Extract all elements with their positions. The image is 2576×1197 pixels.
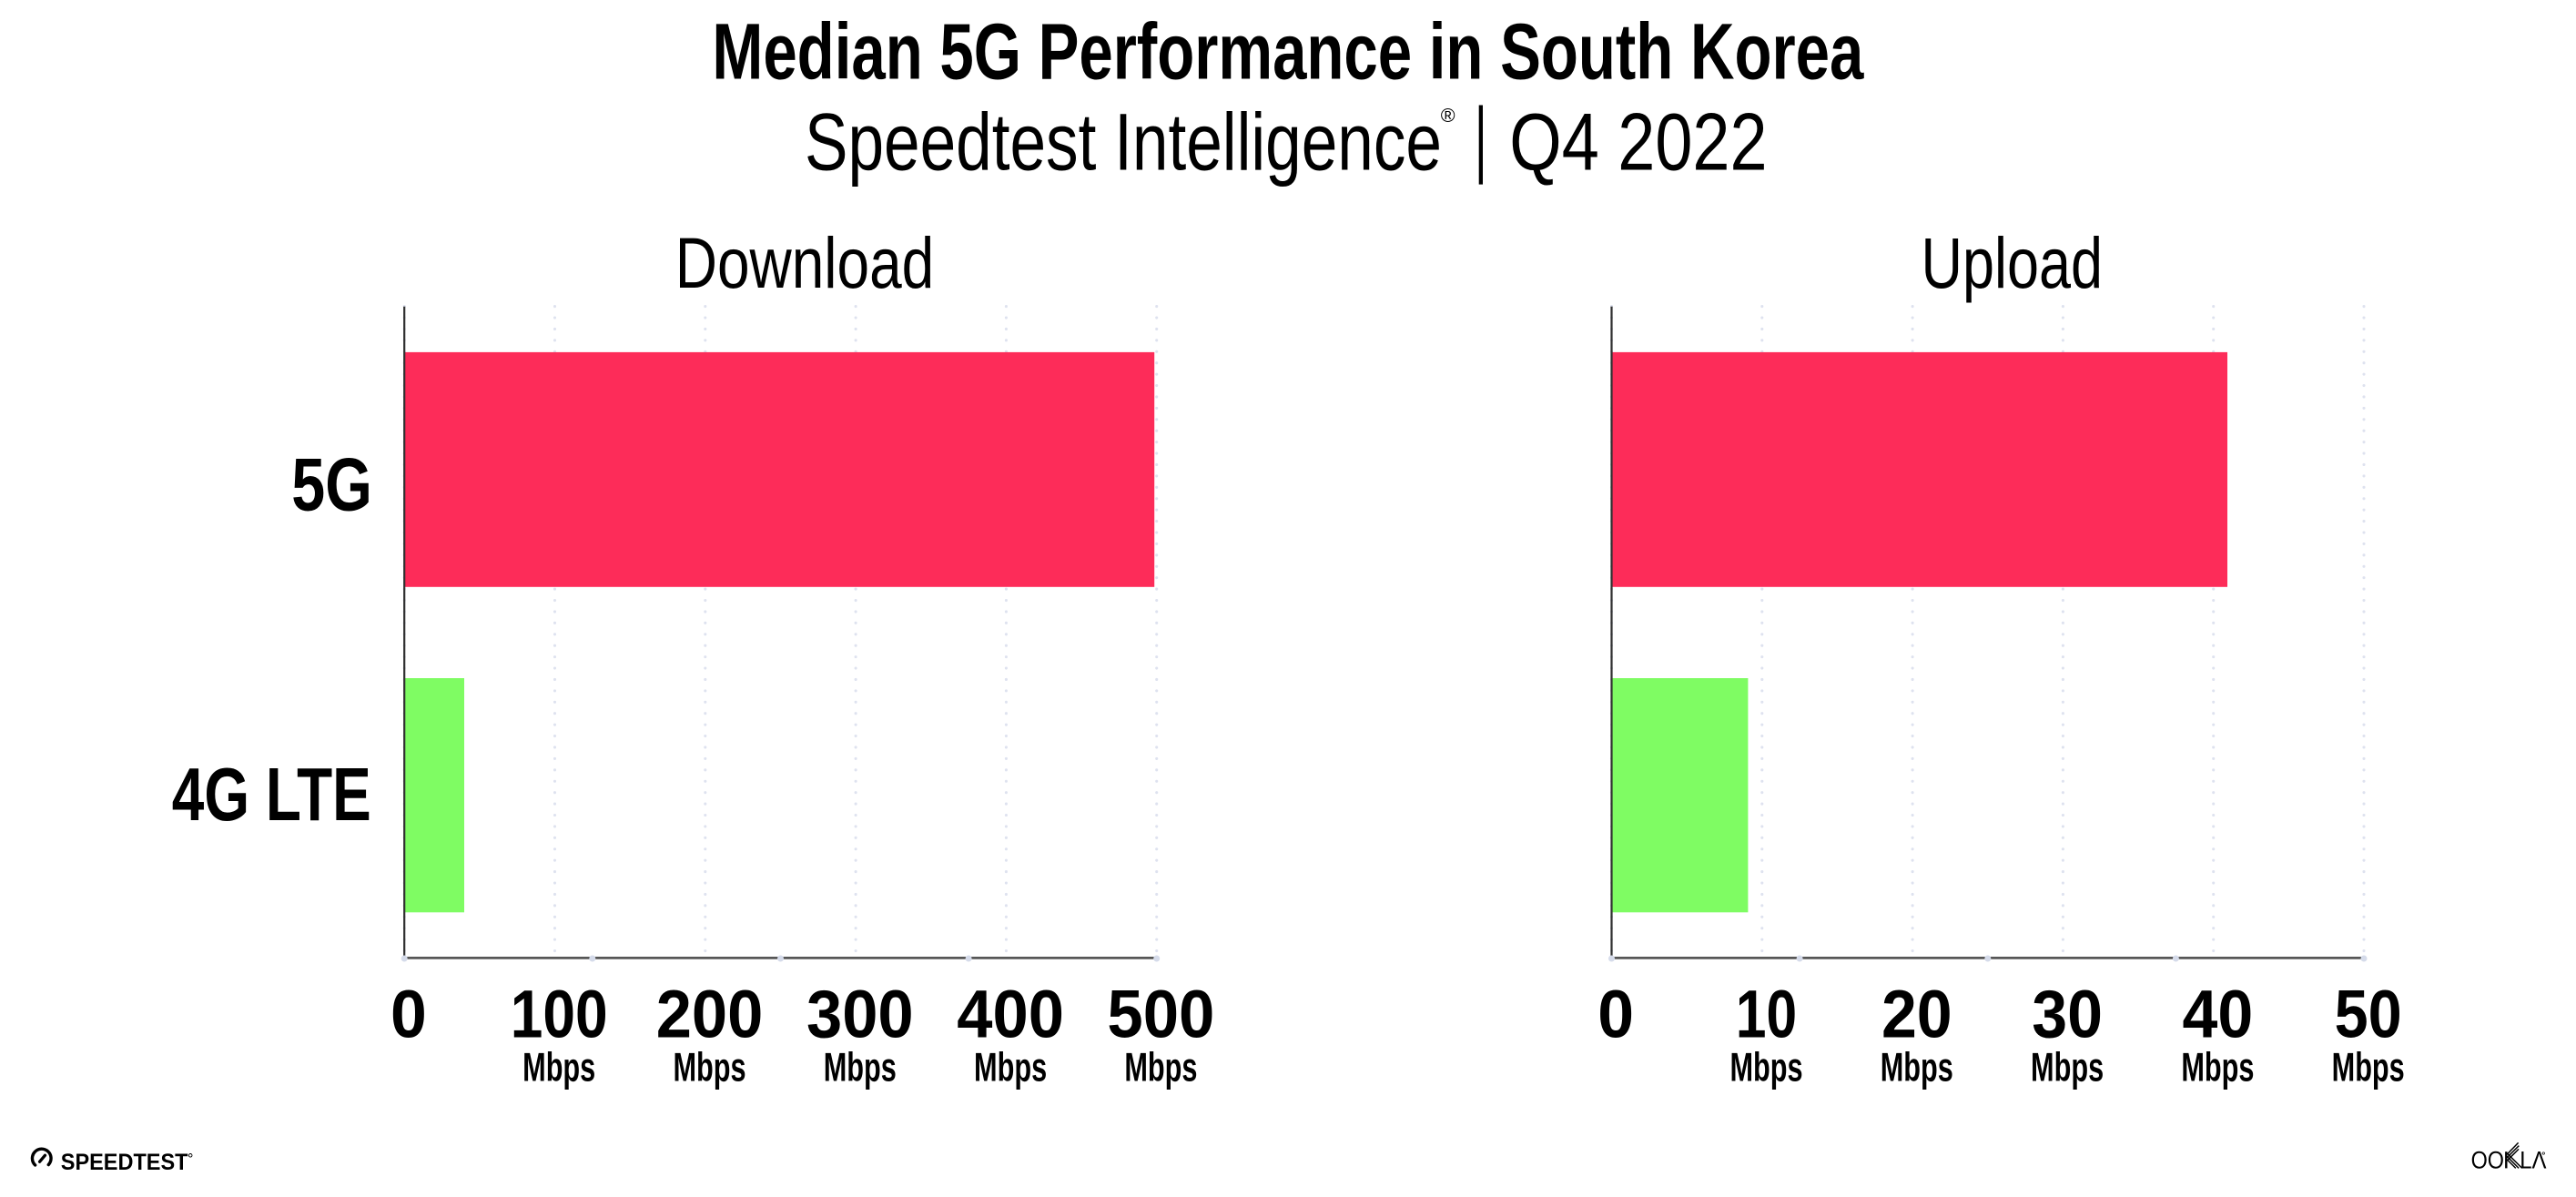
svg-text:Q4 2022: Q4 2022 xyxy=(1509,97,1767,188)
svg-text:Mbps: Mbps xyxy=(673,1046,745,1090)
svg-text:Mbps: Mbps xyxy=(1124,1046,1197,1090)
svg-text:300: 300 xyxy=(806,976,914,1052)
svg-text:0: 0 xyxy=(390,976,427,1052)
svg-text:OO: OO xyxy=(2471,1146,2504,1173)
svg-text:LΛ: LΛ xyxy=(2520,1146,2547,1173)
svg-text:500: 500 xyxy=(1107,976,1214,1052)
svg-text:Mbps: Mbps xyxy=(2031,1046,2104,1090)
svg-text:4G LTE: 4G LTE xyxy=(172,752,371,837)
svg-text:Median 5G Performance in South: Median 5G Performance in South Korea xyxy=(712,7,1864,96)
svg-text:Download: Download xyxy=(675,222,935,303)
svg-text:Mbps: Mbps xyxy=(1881,1046,1953,1090)
svg-text:200: 200 xyxy=(656,976,764,1052)
svg-text:SPEEDTEST: SPEEDTEST xyxy=(61,1150,188,1175)
svg-text:40: 40 xyxy=(2183,976,2254,1052)
svg-text:10: 10 xyxy=(1736,976,1797,1052)
svg-text:Mbps: Mbps xyxy=(824,1046,897,1090)
svg-text:30: 30 xyxy=(2032,976,2103,1052)
svg-text:®: ® xyxy=(1441,105,1455,127)
svg-text:Mbps: Mbps xyxy=(1729,1046,1802,1090)
svg-text:Mbps: Mbps xyxy=(974,1046,1047,1090)
svg-text:Upload: Upload xyxy=(1922,222,2104,303)
svg-text:20: 20 xyxy=(1881,976,1952,1052)
svg-text:0: 0 xyxy=(1597,976,1634,1052)
svg-text:Speedtest Intelligence: Speedtest Intelligence xyxy=(805,97,1442,188)
svg-text:Mbps: Mbps xyxy=(2332,1046,2405,1090)
svg-text:100: 100 xyxy=(511,976,608,1052)
svg-text:Mbps: Mbps xyxy=(522,1046,595,1090)
svg-text:Mbps: Mbps xyxy=(2181,1046,2254,1090)
svg-text:50: 50 xyxy=(2335,976,2402,1052)
svg-text:400: 400 xyxy=(957,976,1064,1052)
svg-text:5G: 5G xyxy=(291,442,372,527)
